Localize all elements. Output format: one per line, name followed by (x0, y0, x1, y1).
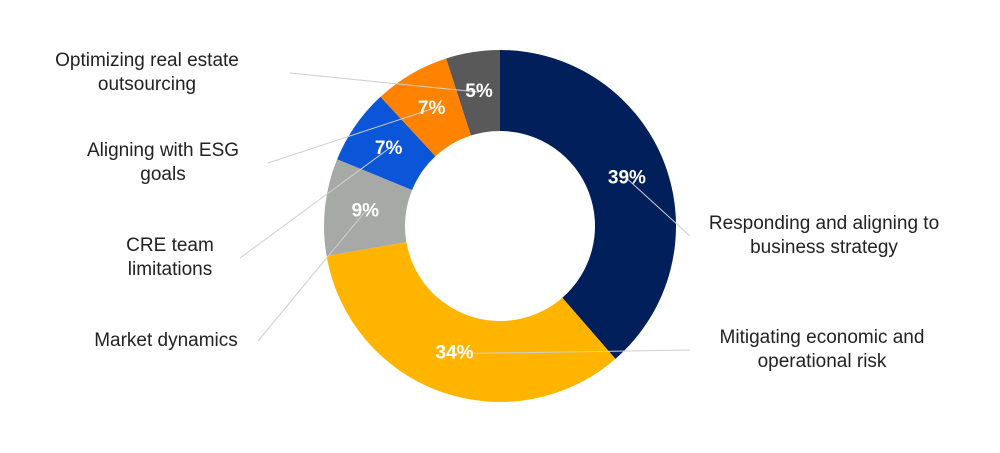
leader-line (267, 108, 432, 164)
data-label: 39% (608, 168, 646, 189)
data-label: 7% (375, 138, 403, 159)
data-label: 5% (465, 81, 493, 102)
donut-segment (337, 96, 436, 190)
donut-segment (446, 50, 500, 136)
leader-line (626, 178, 691, 237)
donut-segment (323, 159, 413, 256)
data-label: 7% (418, 98, 446, 119)
category-label: Optimizing real estate outsourcing (55, 50, 239, 95)
category-label: Market dynamics (94, 330, 238, 351)
donut-segment (326, 242, 616, 402)
category-label: Aligning with ESG goals (86, 140, 240, 185)
leader-line (239, 148, 389, 259)
leader-line (257, 210, 366, 342)
leader-line (289, 72, 480, 93)
donut-segment (380, 58, 471, 157)
leader-line (454, 349, 691, 355)
category-label: CRE team limitations (126, 235, 214, 280)
data-label: 34% (436, 343, 474, 364)
category-label: Responding and aligning to business stra… (708, 213, 940, 258)
category-label: Mitigating economic and operational risk (719, 327, 925, 372)
data-label: 9% (352, 200, 380, 221)
donut-segment (500, 50, 676, 359)
